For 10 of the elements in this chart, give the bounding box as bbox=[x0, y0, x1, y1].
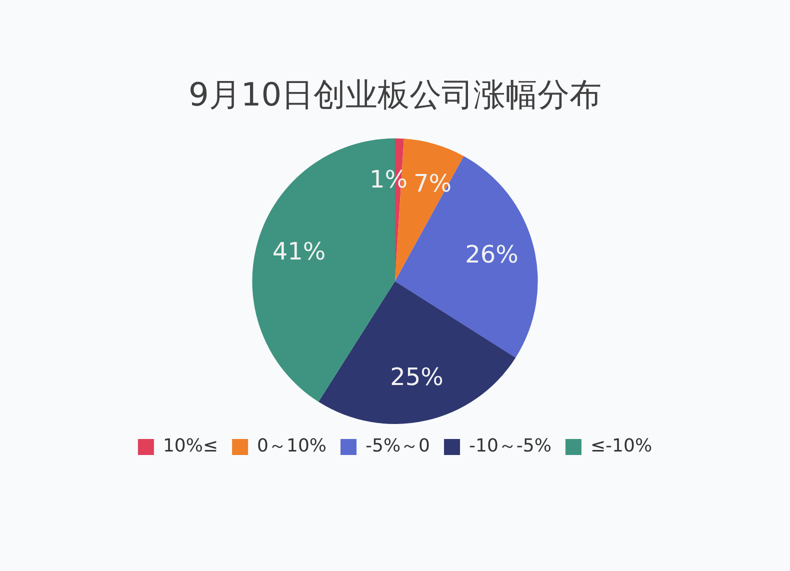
data-label: 41% bbox=[272, 238, 326, 266]
legend-label: 10%≤ bbox=[162, 436, 218, 457]
legend-label: 0～10% bbox=[257, 436, 327, 457]
data-label: 7% bbox=[414, 169, 452, 198]
legend-label: -10～-5% bbox=[469, 436, 552, 457]
chart-title: 9月10日创业板公司涨幅分布 bbox=[188, 76, 602, 114]
legend-label: ≤-10% bbox=[590, 436, 652, 457]
data-label: 25% bbox=[390, 362, 444, 391]
legend-label: -5%～0 bbox=[366, 436, 430, 457]
data-label: 26% bbox=[465, 240, 518, 269]
